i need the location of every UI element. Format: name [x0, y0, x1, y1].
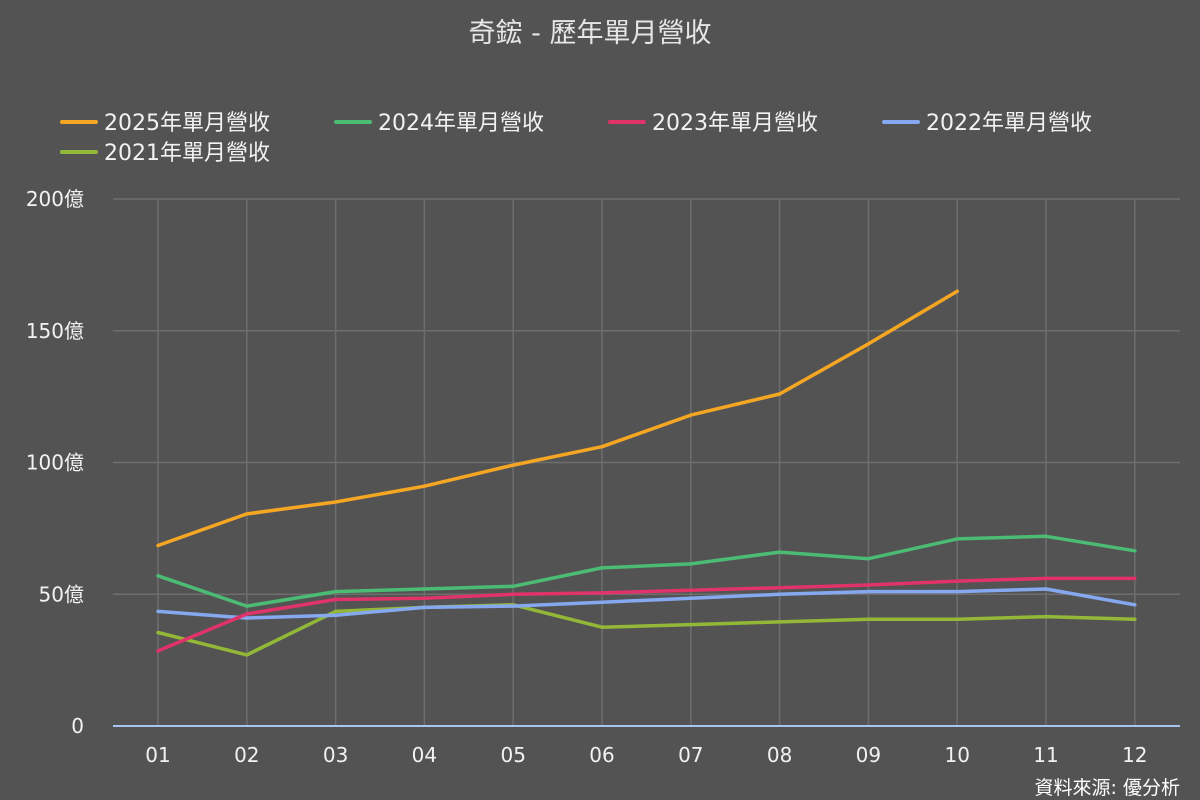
legend-label: 2022年單月營收 [926, 111, 1092, 136]
y-tick-label: 0 [71, 714, 84, 738]
x-tick-label: 08 [767, 743, 792, 767]
x-tick-label: 01 [145, 743, 170, 767]
y-tick-label: 50億 [39, 582, 84, 606]
x-tick-label: 06 [589, 743, 614, 767]
x-tick-label: 07 [678, 743, 703, 767]
series-line-2024年單月營收 [156, 534, 1137, 608]
series-line-2021年單月營收 [156, 603, 1137, 657]
legend: 2025年單月營收 2024年單月營收 2023年單月營收 2022年單月營收 2021… [60, 111, 1092, 166]
chart-title: 奇鋐 - 歷年單月營收 [469, 18, 712, 49]
x-tick-label: 09 [856, 743, 881, 767]
legend-label: 2023年單月營收 [652, 111, 818, 136]
legend-label: 2025年單月營收 [104, 111, 270, 136]
x-tick-label: 12 [1122, 743, 1147, 767]
x-tick-label: 11 [1033, 743, 1058, 767]
x-tick-label: 02 [234, 743, 259, 767]
series-group [156, 289, 1137, 657]
legend-label: 2021年單月營收 [104, 141, 270, 166]
series-line-2023年單月營收 [156, 576, 1137, 653]
series-line-2025年單月營收 [156, 289, 959, 548]
y-tick-label: 100億 [26, 451, 84, 475]
y-axis: 0 50億 100億 150億 200億 [26, 187, 84, 738]
x-axis: 01 02 03 04 05 06 07 08 09 10 11 12 [113, 725, 1180, 767]
x-tick-label: 05 [500, 743, 525, 767]
source-label: 資料來源: 優分析 [1035, 777, 1180, 799]
series-line-2022年單月營收 [156, 587, 1137, 620]
y-tick-label: 150億 [26, 319, 84, 343]
x-tick-label: 03 [323, 743, 348, 767]
x-tick-label: 10 [944, 743, 969, 767]
x-tick-label: 04 [412, 743, 437, 767]
legend-label: 2024年單月營收 [378, 111, 544, 136]
grid [113, 198, 1180, 726]
y-tick-label: 200億 [26, 187, 84, 211]
